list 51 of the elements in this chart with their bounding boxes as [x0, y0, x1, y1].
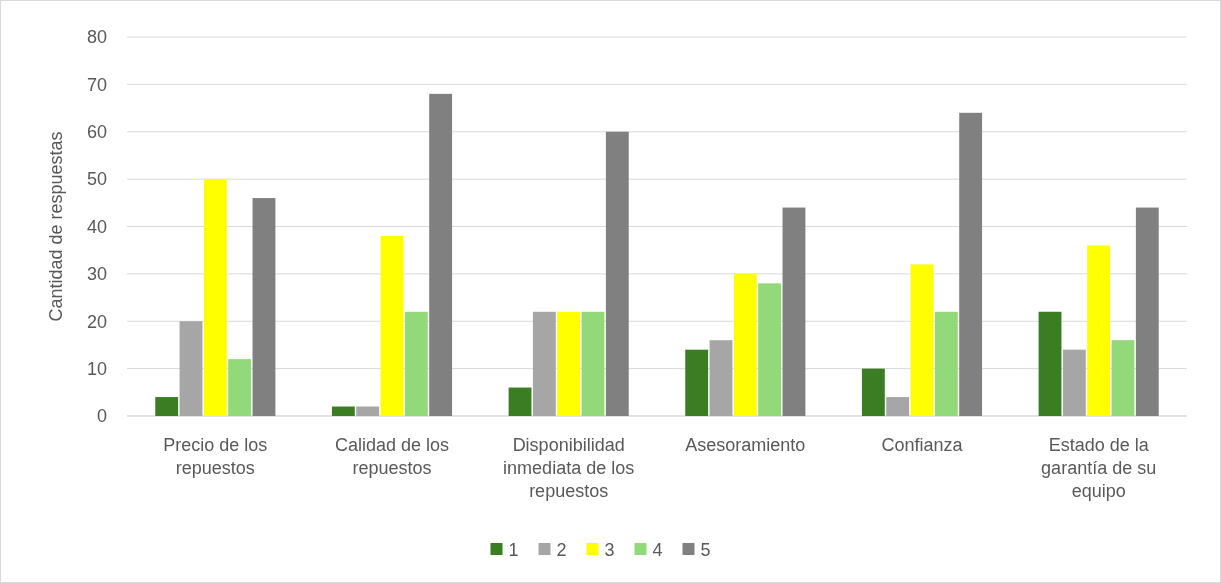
- bar: [1062, 349, 1086, 416]
- y-tick-label: 10: [86, 358, 107, 379]
- y-tick-label: 60: [86, 122, 107, 143]
- legend-label: 2: [556, 540, 567, 561]
- bar: [758, 283, 782, 416]
- x-tick-label: Confianza: [881, 435, 964, 455]
- bar: [203, 179, 227, 416]
- legend-label: 1: [508, 540, 519, 561]
- legend-label: 4: [652, 540, 663, 561]
- bar: [782, 207, 806, 416]
- y-axis-title: Cantidad de respuestas: [46, 131, 66, 322]
- bar: [1087, 245, 1111, 416]
- x-tick-label: Asesoramiento: [685, 435, 806, 455]
- legend-label: 5: [700, 540, 711, 561]
- x-tick-label: Calidad de los repuestos: [334, 435, 450, 478]
- x-tick-label: Estado de la garantía de su equipo: [1041, 435, 1157, 501]
- bar: [380, 235, 404, 416]
- y-tick-label: 50: [86, 169, 107, 190]
- y-tick-label: 80: [86, 27, 107, 48]
- bar: [1111, 340, 1135, 416]
- bar: [733, 273, 757, 416]
- bar: [581, 311, 605, 416]
- bar: [1038, 311, 1062, 416]
- bar: [886, 397, 910, 416]
- x-tick-label: Disponibilidad inmediata de los repuestos: [503, 435, 635, 501]
- bar: [155, 397, 179, 416]
- bar: [1135, 207, 1159, 416]
- bar: [861, 368, 885, 416]
- bar: [356, 406, 380, 416]
- bar: [605, 131, 629, 416]
- bar: [508, 387, 532, 416]
- bar: [228, 359, 252, 416]
- bar: [910, 264, 934, 416]
- y-tick-label: 20: [86, 311, 107, 332]
- bar: [685, 349, 709, 416]
- bar: [429, 93, 453, 416]
- y-tick-label: 70: [86, 74, 107, 95]
- bar: [709, 340, 733, 416]
- bar: [532, 311, 556, 416]
- bar: [331, 406, 355, 416]
- bar: [557, 311, 581, 416]
- bar: [959, 112, 983, 416]
- bar: [934, 311, 958, 416]
- bar: [404, 311, 428, 416]
- bar: [179, 321, 203, 416]
- y-tick-label: 0: [96, 406, 107, 427]
- legend-label: 3: [604, 540, 615, 561]
- y-tick-label: 30: [86, 264, 107, 285]
- x-tick-label: Precio de los repuestos: [163, 435, 268, 478]
- y-tick-label: 40: [86, 216, 107, 237]
- bar: [252, 198, 276, 416]
